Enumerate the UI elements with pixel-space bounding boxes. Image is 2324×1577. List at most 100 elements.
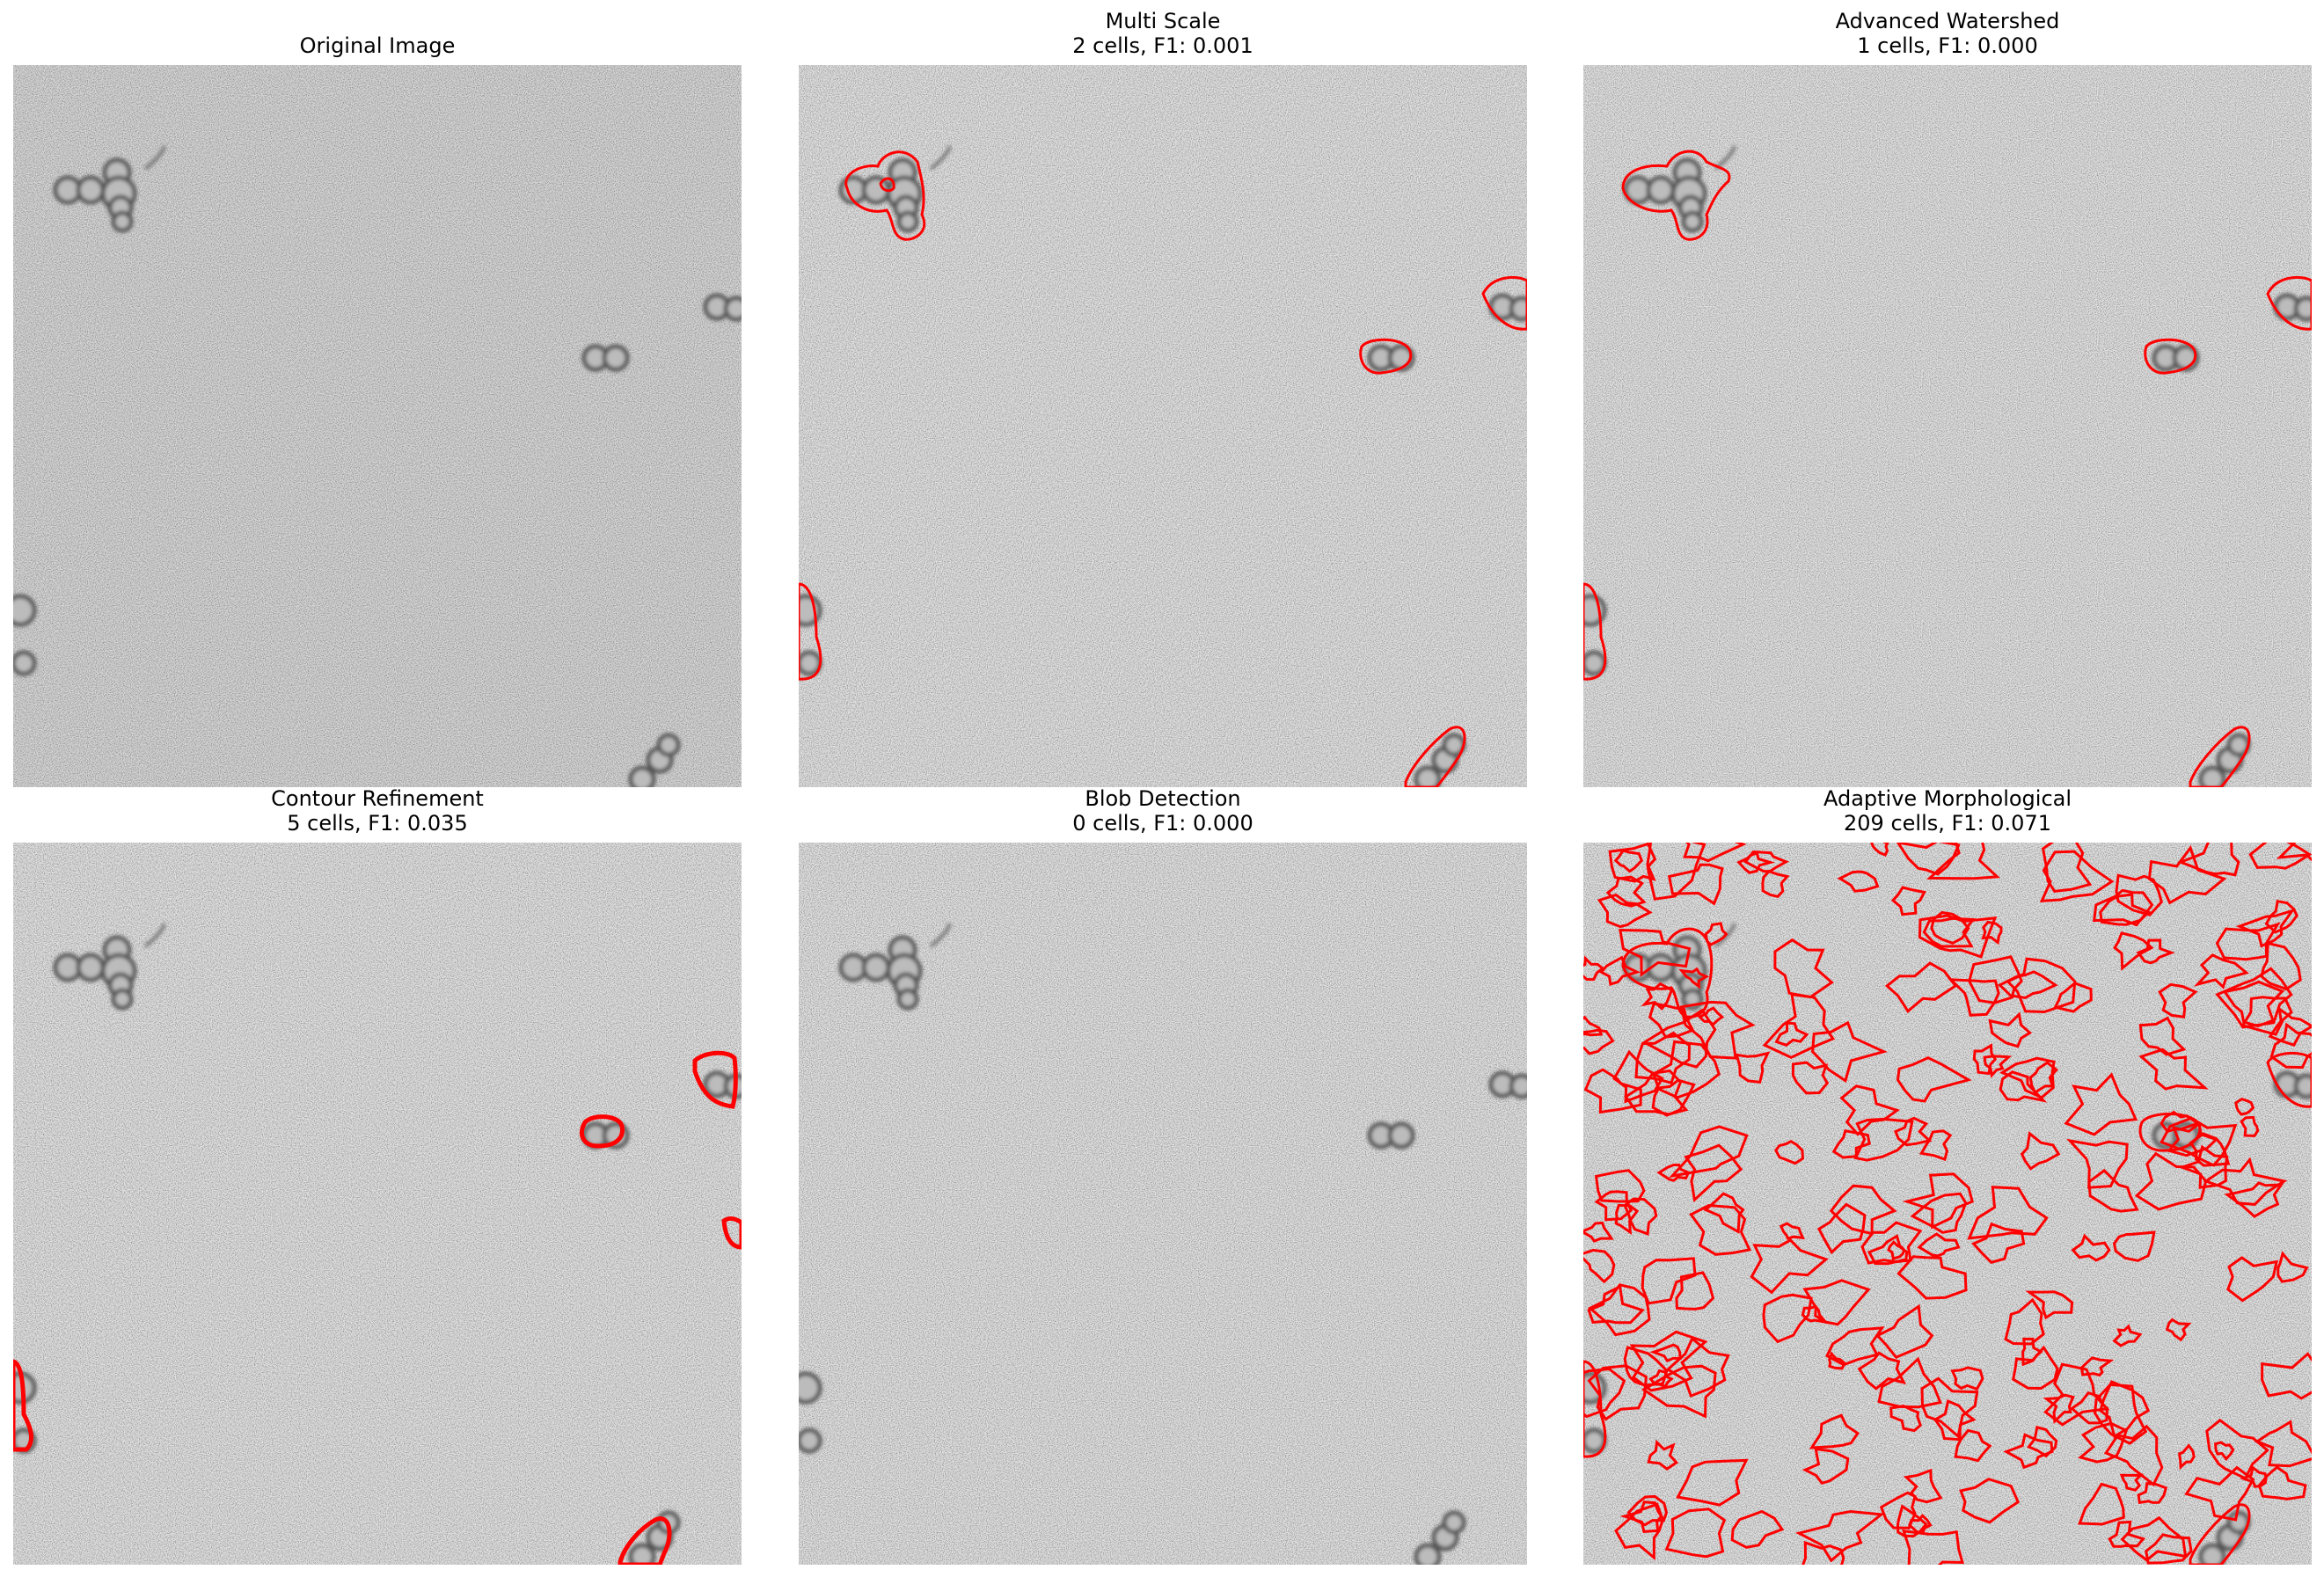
segmentation-outline: [2012, 1345, 2059, 1391]
segmentation-outline: [1816, 1202, 1867, 1255]
cell: [1387, 1121, 1415, 1150]
segmentation-outline: [2138, 1048, 2209, 1091]
segmentation-outline: [2021, 1337, 2043, 1367]
cell: [1414, 765, 1442, 787]
cell: [111, 988, 134, 1011]
segmentation-outline: [2078, 1421, 2129, 1464]
segmentation-outline: [2043, 1393, 2075, 1425]
panel-title-line: Contour Refinement: [271, 786, 484, 811]
segmentation-outline: [1689, 1203, 1752, 1256]
segmentation-outline: [2193, 953, 2249, 989]
segmentation-outline: [799, 582, 822, 681]
segmentation-outline: [1762, 992, 1836, 1059]
panel-title: Multi Scale 2 cells, F1: 0.001: [799, 9, 1527, 58]
segmentation-image: [13, 843, 742, 1565]
segmentation-outline: [1801, 1540, 1845, 1565]
segmentation-outline: [1988, 1011, 2033, 1048]
segmentation-outline: [1896, 1504, 1928, 1538]
segmentation-outline: [1890, 886, 1926, 916]
segmentation-outline: [1641, 1257, 1697, 1305]
segmentation-outline: [1583, 1367, 1626, 1419]
segmentation-outline: [2027, 1425, 2058, 1458]
segmentation-outline: [1999, 1056, 2056, 1099]
cell: [2293, 1073, 2312, 1099]
segmentation-outline: [2144, 338, 2197, 375]
segmentation-image: [799, 65, 1527, 787]
segmentation-outline: [1588, 1283, 1651, 1337]
segmentation-outline: [2240, 1464, 2268, 1488]
segmentation-outline: [1583, 955, 1605, 982]
segmentation-outline: [2039, 850, 2115, 903]
segmentation-outline: [580, 1114, 625, 1149]
segmentation-outline: [1811, 1020, 1888, 1084]
segmentation-outline: [1896, 1056, 1972, 1103]
cell: [1681, 210, 1704, 233]
segmentation-outline: [1801, 1447, 1850, 1486]
cell: [628, 765, 656, 787]
segmentation-outline: [1619, 1500, 1663, 1533]
segmentation-outline: [721, 1216, 742, 1250]
cell: [602, 344, 630, 372]
segmentation-outline: [1621, 150, 1731, 241]
panel-title: Blob Detection 0 cells, F1: 0.000: [799, 786, 1527, 836]
segmentation-outline: [1896, 1255, 1968, 1300]
segmentation-outline: [1359, 338, 1413, 375]
segmentation-outline: [1704, 922, 1728, 947]
segmentation-outline: [1972, 1043, 1998, 1076]
segmentation-outline: [1950, 1366, 1984, 1391]
panel-adaptive-morphological: Adaptive Morphological 209 cells, F1: 0.…: [1583, 786, 2312, 1565]
segmentation-outline: [1779, 1222, 1805, 1240]
segmentation-outline: [1623, 1197, 1658, 1236]
segmentation-outline: [1678, 967, 1710, 989]
segmentation-outline: [1641, 1364, 1717, 1419]
segmentation-outline: [1665, 1336, 1730, 1398]
segmentation-outline: [2003, 1433, 2054, 1470]
segmentation-outline: [618, 1516, 672, 1565]
segmentation-outline: [1743, 850, 1789, 873]
segmentation-outline: [1853, 1117, 1914, 1162]
cell: [628, 1543, 656, 1565]
segmentation-outline: [1597, 893, 1653, 929]
segmentation-outline: [692, 1050, 738, 1109]
cell: [2293, 296, 2312, 322]
segmentation-outline: [1667, 863, 1724, 906]
cell: [13, 650, 37, 676]
segmentation-outline: [1612, 1049, 1664, 1104]
segmentation-outline: [1679, 1000, 1756, 1060]
cell: [1442, 1510, 1466, 1535]
panel-subtitle-line: 1 cells, F1: 0.000: [1857, 33, 2038, 58]
panel-advanced-watershed: Advanced Watershed 1 cells, F1: 0.000: [1583, 9, 2312, 787]
panel-title-line: Multi Scale: [1105, 9, 1221, 33]
segmentation-outline: [2276, 1251, 2309, 1283]
segmentation-outline: [1649, 1343, 1682, 1362]
segmentation-outline: [1750, 1238, 1829, 1295]
segmentation-outline: [2145, 1533, 2193, 1565]
image-canvas: [13, 843, 742, 1565]
segmentation-outline: [1614, 1502, 1664, 1561]
panel-subtitle-line: 2 cells, F1: 0.001: [1072, 33, 1253, 58]
cell: [1646, 175, 1676, 205]
segmentation-outline: [844, 150, 925, 241]
segmentation-outline: [2205, 1418, 2269, 1480]
cell: [13, 594, 37, 627]
segmentation-outline: [1647, 1439, 1679, 1471]
segmentation-outline: [2176, 843, 2240, 877]
segmentation-image: [1583, 843, 2312, 1565]
segmentation-outline: [1997, 970, 2058, 1000]
segmentation-outline: [2240, 996, 2293, 1036]
segmentation-outline: [1930, 910, 1970, 945]
cell: [896, 210, 919, 233]
segmentation-outline: [1404, 726, 1466, 787]
segmentation-outline: [1809, 1413, 1860, 1449]
segmentation-outline: [1651, 1078, 1696, 1117]
segmentation-outline: [2165, 1318, 2192, 1342]
cell: [799, 1427, 822, 1454]
segmentation-outline: [2268, 1006, 2312, 1048]
segmentation-outline: [1761, 869, 1790, 898]
segmentation-outline: [1629, 1330, 1708, 1392]
panel-blob-detection: Blob Detection 0 cells, F1: 0.000: [799, 786, 1527, 1565]
segmentation-outline: [2189, 1503, 2251, 1565]
segmentation-outline: [1614, 1203, 1640, 1236]
segmentation-outline: [1889, 1404, 1922, 1433]
segmentation-outline: [1968, 955, 2023, 1004]
